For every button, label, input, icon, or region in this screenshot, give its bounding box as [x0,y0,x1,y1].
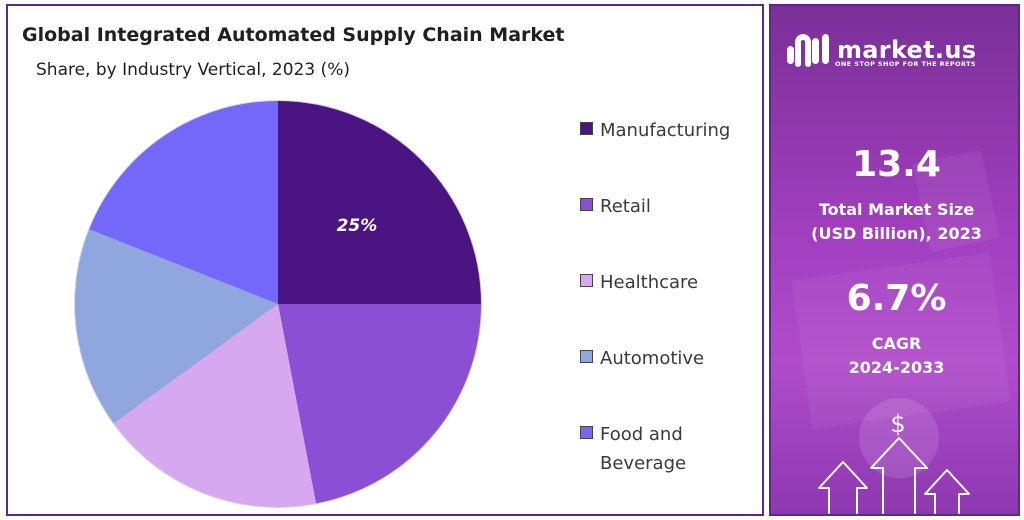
pie-chart: 25% [74,100,482,508]
legend-swatch [580,426,593,439]
legend-label: Retail [600,196,651,217]
pie-data-label: 25% [337,216,378,236]
brand-tagline: ONE STOP SHOP FOR THE REPORTS [835,60,976,68]
pie-slice-food-and-beverage [89,101,278,304]
legend-label: Food and Beverage [600,424,687,474]
market-summary-panel: market.us ONE STOP SHOP FOR THE REPORTS … [769,4,1020,516]
legend-item: Healthcare [580,268,750,297]
legend-item: Automotive [580,344,750,373]
legend-label: Automotive [600,348,705,369]
legend-item: Retail [580,192,750,221]
pie-slice-retail [278,304,481,504]
pie-slice-automotive [74,229,278,424]
legend-swatch [580,122,593,135]
cagr-label-line2: 2024-2033 [848,358,945,377]
market-size-value: 13.4 [852,144,941,185]
cagr-label-line1: CAGR [871,334,922,353]
market-us-logo-icon [787,34,829,67]
chart-title: Global Integrated Automated Supply Chain… [22,24,565,46]
legend-label: Healthcare [600,272,699,293]
chart-panel: Global Integrated Automated Supply Chain… [6,4,764,516]
legend-item: Food and Beverage [580,420,750,478]
legend-label: Manufacturing [600,120,731,141]
legend-swatch [580,350,593,363]
legend-item: Manufacturing [580,116,750,145]
brand-logo: market.us [785,32,976,68]
legend-swatch [580,274,593,287]
pie-slice-healthcare [113,304,317,507]
legend-swatch [580,198,593,211]
market-size-label-line2: (USD Billion), 2023 [811,224,982,243]
pie-slice-manufacturing [278,101,481,304]
growth-arrows-icon: $ [818,410,970,514]
brand-name: market.us [837,36,977,64]
market-size-label-line1: Total Market Size [818,200,975,219]
dollar-icon: $ [890,410,905,438]
chart-subtitle: Share, by Industry Vertical, 2023 (%) [36,60,350,80]
cagr-value: 6.7% [846,278,947,319]
